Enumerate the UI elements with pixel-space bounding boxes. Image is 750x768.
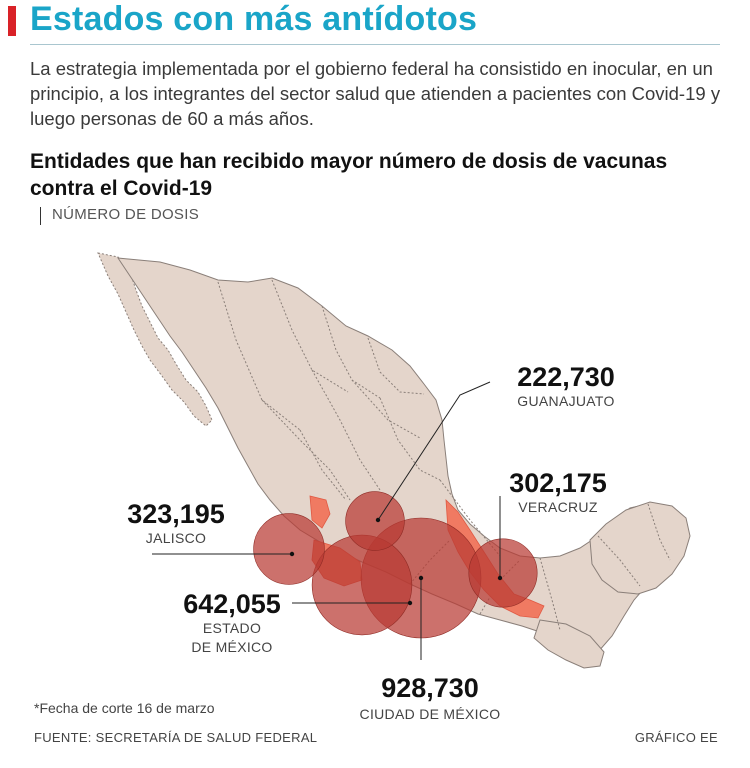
anchor-dot-guanajuato: [375, 517, 381, 523]
state-label-estado-de-méxico: ESTADO: [203, 620, 261, 636]
intro-paragraph: La estrategia implementada por el gobier…: [30, 58, 721, 129]
map-land: [97, 252, 691, 669]
leader-lines: [152, 381, 503, 660]
bubble-guanajuato: [345, 491, 405, 551]
bubble-jalisco: [253, 513, 325, 585]
anchor-dot-veracruz: [497, 575, 503, 581]
baja-california-peninsula: [97, 252, 213, 427]
state-label-jalisco: JALISCO: [146, 530, 206, 546]
state-label-ciudad-de-méxico: CIUDAD DE MÉXICO: [360, 706, 501, 722]
nayarit-highlight: [309, 495, 331, 529]
bubble-estado-de-méxico: [311, 534, 413, 636]
source-label: FUENTE: SECRETARÍA DE SALUD FEDERAL: [34, 730, 318, 745]
bubble-veracruz: [468, 538, 538, 608]
state-label-guanajuato: GUANAJUATO: [517, 393, 614, 409]
value-label-estado-de-méxico: 642,055: [183, 589, 281, 619]
footnote-date: *Fecha de corte 16 de marzo: [34, 700, 215, 716]
anchor-dot-jalisco: [289, 551, 295, 557]
graphic-credit: GRÁFICO EE: [634, 730, 718, 745]
value-label-jalisco: 323,195: [127, 499, 225, 529]
leader-line-guanajuato: [377, 381, 491, 521]
anchor-dot-estado-de-méxico: [407, 600, 413, 606]
title-accent-bar: [8, 6, 16, 36]
yucatan-peninsula: [589, 501, 691, 595]
unit-label: NÚMERO DE DOSIS: [52, 206, 200, 223]
value-label-veracruz: 302,175: [509, 468, 607, 498]
page-title: Estados con más antídotos: [30, 0, 478, 38]
value-label-guanajuato: 222,730: [517, 362, 615, 392]
title-divider: [30, 44, 720, 45]
chart-subtitle: Entidades que han recibido mayor número …: [30, 150, 668, 200]
anchor-dot-ciudad-de-méxico: [418, 575, 424, 581]
bubbles: [253, 491, 538, 639]
south-region: [533, 619, 605, 669]
unit-marker: [40, 207, 41, 225]
value-label-ciudad-de-méxico: 928,730: [381, 673, 479, 703]
state-label-veracruz: VERACRUZ: [518, 499, 598, 515]
state-label-estado-de-méxico: DE MÉXICO: [191, 639, 272, 655]
